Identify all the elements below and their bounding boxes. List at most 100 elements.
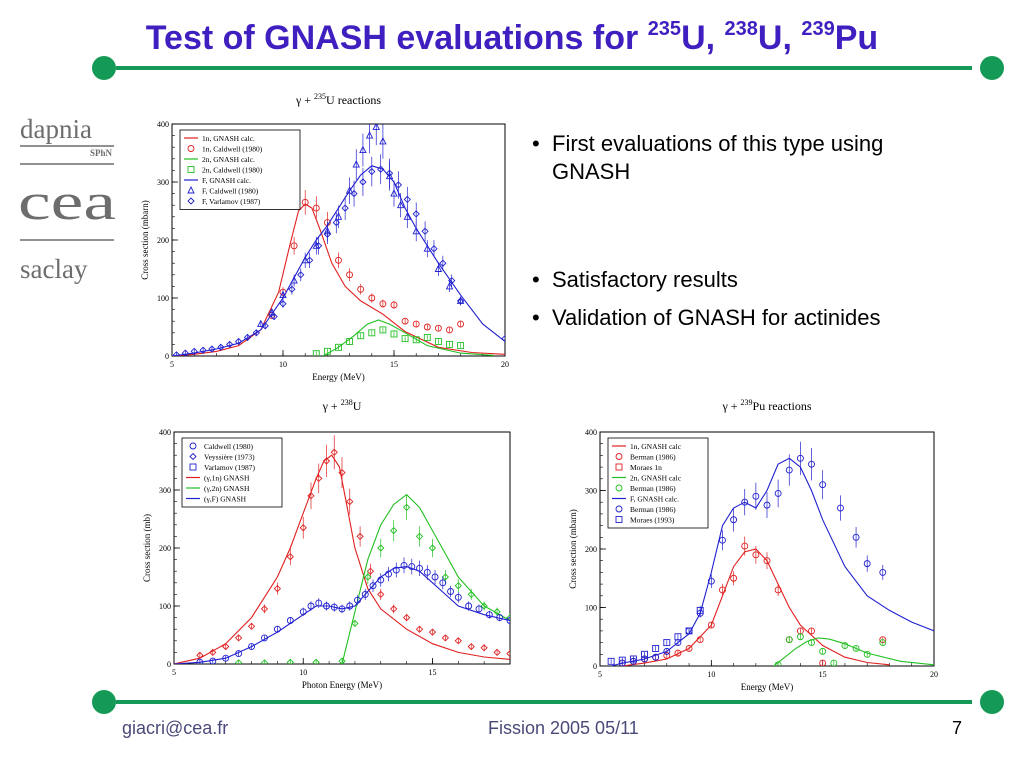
series-3-point: [379, 326, 387, 334]
chart-title: γ + 239Pu reactions: [721, 398, 811, 413]
series-5-point: [273, 625, 281, 633]
x-tick-label: 15: [819, 670, 827, 679]
series-3-point: [796, 633, 804, 641]
series-1-point: [480, 644, 488, 652]
series-5-point: [392, 566, 400, 574]
series-6-point: [685, 627, 693, 635]
series-3-point: [785, 636, 793, 644]
series-2-line: [341, 493, 510, 664]
series-1-point: [368, 294, 376, 302]
legend-label: Berman (1986): [630, 484, 676, 493]
series-1-point: [454, 637, 462, 645]
footer-page-number: 7: [952, 718, 963, 738]
series-1-point: [209, 648, 217, 657]
title-mass-1: 235: [647, 18, 682, 40]
series-4-line: [174, 566, 510, 664]
legend-label: Caldwell (1980): [204, 442, 253, 451]
plot-area: [174, 435, 510, 664]
series-5-point: [359, 145, 367, 154]
series-6-point: [359, 178, 367, 186]
series-1-point: [335, 256, 342, 264]
series-2-line: [773, 637, 934, 666]
series-5-point: [837, 504, 844, 512]
series-5-point: [445, 281, 454, 290]
series-1-point: [696, 636, 704, 644]
series-5-point: [475, 605, 483, 613]
series-5-point: [222, 654, 230, 662]
series-6-point: [306, 256, 314, 264]
legend-label: Veyssière (1973): [204, 453, 255, 462]
series-5-point: [439, 579, 447, 587]
legend-label: Varlamov (1987): [204, 463, 256, 472]
y-tick-label: 200: [159, 544, 171, 553]
series-5-point: [423, 568, 431, 576]
series-5-point: [652, 653, 660, 661]
x-tick-label: 20: [930, 670, 938, 679]
series-5-point: [741, 498, 749, 506]
series-1-point: [390, 301, 398, 309]
series-3-point: [493, 608, 501, 616]
series-6-point: [394, 181, 403, 189]
series-3-point: [819, 647, 827, 655]
slide-title: Test of GNASH evaluations for 235U, 238U…: [0, 18, 1024, 58]
title-prefix: Test of GNASH evaluations for: [145, 19, 648, 57]
bullet-1: First evaluations of this type using GNA…: [532, 130, 962, 186]
series-1-point: [196, 651, 204, 659]
legend: 1n, GNASH calc. 1n, Caldwell (1980)2n, GN…: [179, 129, 301, 210]
series-1-point: [377, 590, 385, 599]
legend-label: 1n, Caldwell (1980): [202, 145, 263, 154]
series-0-line: [174, 454, 510, 664]
series-6-point: [208, 345, 216, 353]
series-3-point: [338, 657, 346, 664]
legend-label: F, Caldwell (1980): [202, 187, 259, 196]
series-3-point: [286, 658, 294, 664]
series-0-line: [172, 203, 505, 356]
chart-238u: γ + 238U 5 10 15 0 100 200 300 400 Photon Energy …: [142, 398, 511, 690]
series-3-point: [312, 350, 320, 356]
series-3-point: [415, 532, 424, 541]
bottom-left-dot: [92, 690, 116, 714]
bullet-list: First evaluations of this type using GNA…: [532, 130, 962, 342]
legend-label: (γ,2n) GNASH: [204, 484, 250, 493]
series-3-point: [841, 642, 849, 649]
series-5-point: [408, 563, 416, 571]
series-3-point: [467, 590, 475, 599]
series-5-point: [396, 200, 405, 209]
y-tick-label: 100: [159, 602, 171, 611]
series-6-point: [314, 242, 323, 250]
series-5-point: [323, 602, 330, 610]
series-6-point: [607, 657, 615, 665]
series-1-point: [286, 553, 294, 561]
series-1-point: [412, 320, 420, 328]
series-5-point: [730, 516, 738, 524]
series-1-point: [356, 532, 364, 541]
series-5-point: [365, 131, 374, 139]
legend-label: Moraes (1993): [630, 516, 675, 525]
series-5-point: [290, 276, 298, 284]
plot-area: [607, 441, 934, 666]
series-6-point: [641, 650, 648, 658]
series-5-point: [400, 561, 408, 569]
series-1-point: [307, 492, 315, 500]
series-3-point: [852, 645, 860, 652]
series-5-point: [261, 634, 268, 642]
title-mass-2: 238: [724, 18, 758, 40]
series-1-point: [730, 574, 738, 582]
series-1-point: [674, 649, 682, 657]
series-3-point: [364, 573, 372, 581]
series-5-point: [434, 264, 443, 272]
legend-label: 2n, GNASH calc.: [202, 155, 255, 164]
chart-title: γ + 235U reactions: [295, 92, 381, 107]
series-3-point: [351, 619, 359, 628]
series-1-point: [808, 627, 815, 635]
series-1-point: [493, 648, 501, 657]
series-5-point: [390, 189, 398, 197]
legend-box: [181, 437, 283, 508]
y-axis-label: Cross section (mbarn): [140, 200, 150, 279]
series-6-point: [663, 639, 671, 647]
series-6-point: [217, 343, 225, 351]
series-6-point: [403, 195, 411, 204]
series-6-point: [341, 204, 349, 212]
